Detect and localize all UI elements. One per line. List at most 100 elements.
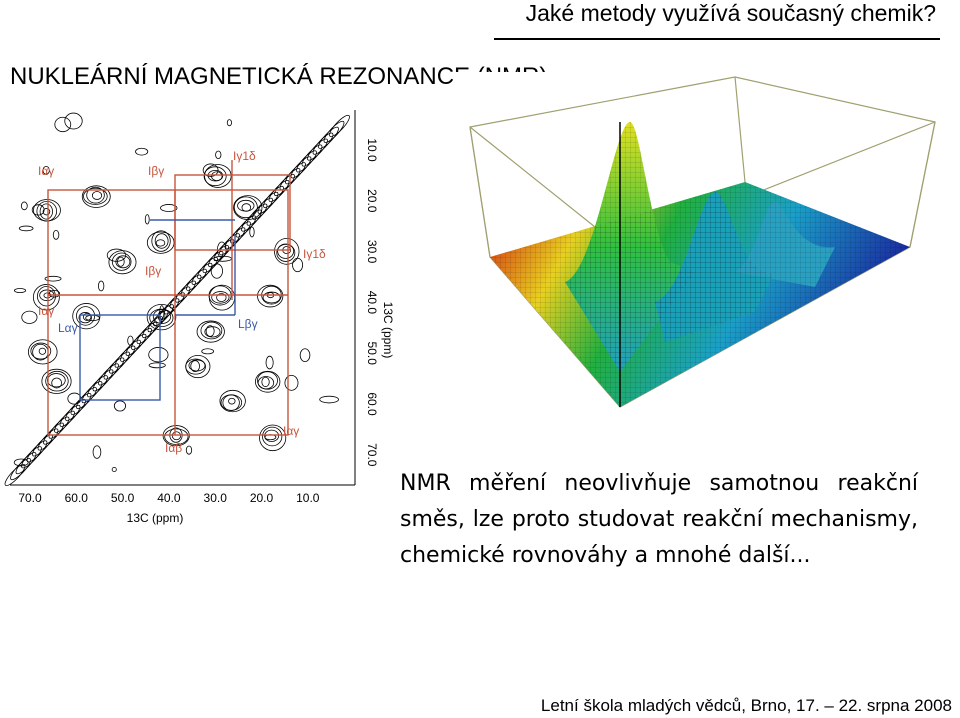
contour bbox=[149, 308, 174, 328]
contour bbox=[299, 348, 311, 363]
contour bbox=[154, 233, 169, 249]
contour bbox=[171, 431, 182, 441]
x-tick-label: 40.0 bbox=[157, 491, 181, 505]
contour bbox=[30, 342, 52, 360]
contour bbox=[146, 231, 175, 254]
contour bbox=[201, 348, 214, 355]
contour bbox=[13, 458, 29, 467]
contour bbox=[92, 445, 102, 459]
contour bbox=[39, 203, 53, 220]
contour bbox=[18, 225, 34, 232]
contour bbox=[78, 312, 92, 324]
peak-label: Iαγ bbox=[38, 304, 54, 318]
contour bbox=[72, 303, 101, 330]
contour bbox=[33, 199, 61, 222]
x-tick-label: 30.0 bbox=[204, 491, 228, 505]
contour bbox=[249, 226, 255, 238]
contour bbox=[43, 422, 64, 445]
contour bbox=[115, 255, 131, 269]
contour bbox=[13, 288, 27, 293]
contour bbox=[257, 191, 279, 214]
body-line: směs, lze proto studovat reakční mechani… bbox=[400, 507, 918, 532]
contour bbox=[76, 306, 96, 326]
contour bbox=[237, 199, 255, 212]
contour bbox=[241, 209, 262, 232]
contour bbox=[226, 119, 232, 127]
contour bbox=[274, 237, 300, 265]
header-title: Jaké metody využívá současný chemik? bbox=[525, 0, 936, 26]
contour bbox=[264, 429, 280, 442]
contour bbox=[148, 347, 169, 363]
contour bbox=[190, 360, 200, 372]
x-tick-label: 10.0 bbox=[296, 491, 320, 505]
contour bbox=[144, 214, 150, 225]
contour bbox=[216, 293, 227, 302]
y-tick-label: 70.0 bbox=[365, 443, 379, 467]
contour bbox=[21, 310, 38, 324]
peak-label: Iαβ bbox=[165, 441, 182, 455]
contour bbox=[200, 321, 223, 340]
contour bbox=[274, 174, 295, 197]
contour bbox=[259, 424, 287, 452]
contour bbox=[323, 120, 345, 143]
x-tick-label: 60.0 bbox=[65, 491, 89, 505]
contour bbox=[290, 156, 312, 179]
contour bbox=[233, 195, 263, 220]
contour bbox=[106, 248, 127, 262]
peak-label: Lαγ bbox=[58, 321, 78, 335]
contour bbox=[151, 230, 171, 252]
body-line: NMR měření neovlivňuje samotnou reakční bbox=[400, 471, 918, 496]
contour bbox=[20, 201, 28, 211]
y-tick-label: 50.0 bbox=[365, 342, 379, 366]
y-tick-label: 20.0 bbox=[365, 189, 379, 213]
contour bbox=[261, 376, 270, 388]
peak-label: Iβγ bbox=[148, 164, 164, 178]
contour bbox=[38, 347, 47, 355]
contour bbox=[246, 203, 268, 226]
contour bbox=[111, 466, 117, 473]
contour bbox=[202, 163, 219, 177]
contour bbox=[81, 381, 103, 404]
contour bbox=[329, 114, 350, 137]
contour bbox=[48, 416, 70, 439]
contour bbox=[203, 166, 227, 187]
x-tick-label: 20.0 bbox=[250, 491, 274, 505]
x-tick-label: 50.0 bbox=[111, 491, 135, 505]
x-axis-label: 13C (ppm) bbox=[127, 511, 184, 525]
contour bbox=[52, 229, 60, 240]
peak-label: Iαγ bbox=[38, 164, 54, 178]
contour bbox=[37, 428, 59, 451]
contour bbox=[262, 291, 281, 304]
contour bbox=[204, 164, 232, 188]
contour bbox=[54, 410, 75, 433]
peak-label: Iβγ bbox=[145, 264, 161, 278]
contour bbox=[111, 252, 132, 271]
contour bbox=[4, 464, 26, 486]
contour bbox=[307, 138, 328, 161]
contour bbox=[92, 369, 114, 392]
contour bbox=[197, 256, 218, 279]
contour bbox=[81, 185, 111, 208]
contour bbox=[164, 428, 189, 445]
contour bbox=[301, 144, 323, 167]
contour bbox=[48, 289, 61, 298]
contour bbox=[127, 335, 134, 346]
contour bbox=[263, 185, 284, 208]
contour bbox=[296, 150, 317, 173]
contour bbox=[155, 239, 166, 247]
contour bbox=[109, 351, 130, 374]
contour bbox=[204, 326, 221, 338]
y-tick-label: 40.0 bbox=[365, 291, 379, 315]
contour bbox=[230, 221, 251, 244]
contour bbox=[44, 275, 62, 282]
contour bbox=[159, 305, 165, 320]
y-tick-label: 60.0 bbox=[365, 392, 379, 416]
contour bbox=[186, 268, 207, 291]
contour bbox=[257, 284, 284, 308]
contour bbox=[51, 377, 62, 389]
contour bbox=[235, 215, 257, 238]
x-tick-label: 70.0 bbox=[18, 491, 42, 505]
contour bbox=[54, 116, 72, 133]
contour bbox=[27, 339, 58, 365]
contour bbox=[164, 292, 185, 315]
